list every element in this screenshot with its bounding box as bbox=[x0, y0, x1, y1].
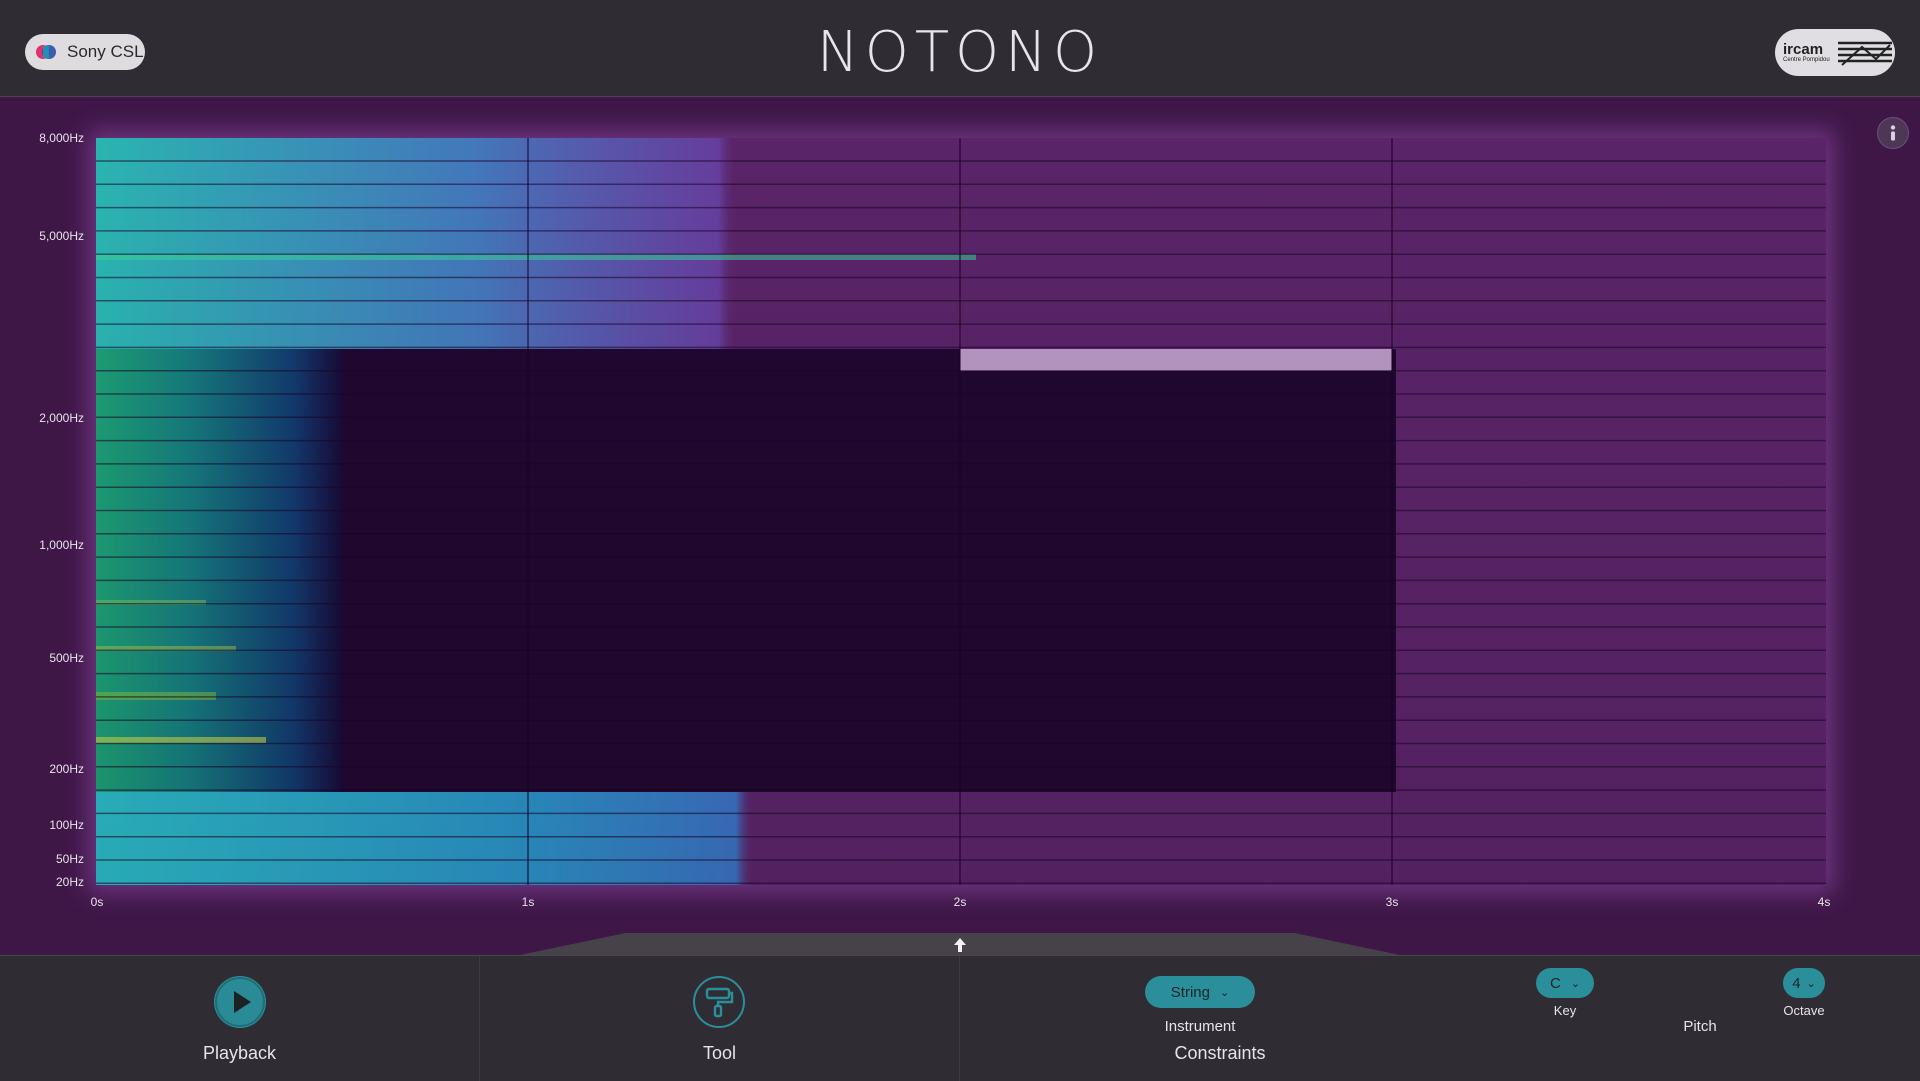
freq-label-1000: 1,000Hz bbox=[39, 538, 84, 552]
info-icon[interactable] bbox=[1877, 117, 1909, 149]
playback-label: Playback bbox=[0, 1043, 479, 1064]
play-button[interactable] bbox=[214, 976, 266, 1028]
info-glyph-icon bbox=[1886, 124, 1900, 142]
pitch-label: Pitch bbox=[1650, 1018, 1750, 1035]
spectrogram-canvas[interactable] bbox=[96, 138, 1826, 885]
play-icon bbox=[214, 976, 266, 1028]
app-title: NOTONO bbox=[0, 20, 1920, 85]
ircam-word: ircam bbox=[1783, 42, 1830, 57]
time-label-0s: 0s bbox=[91, 895, 104, 909]
spectrogram-area: 8,000Hz 5,000Hz 2,000Hz 1,000Hz 500Hz 20… bbox=[0, 97, 1920, 955]
chevron-down-icon: ⌄ bbox=[1220, 986, 1229, 999]
freq-label-8000: 8,000Hz bbox=[39, 131, 84, 145]
paint-roller-icon bbox=[701, 984, 737, 1020]
constraints-label: Constraints bbox=[960, 1043, 1480, 1064]
octave-value: 4 bbox=[1792, 975, 1800, 992]
constraints-panel: String ⌄ Instrument C ⌄ Key Pitch 4 ⌄ Oc… bbox=[960, 956, 1920, 1081]
key-label: Key bbox=[1536, 1003, 1594, 1018]
arrow-up-icon[interactable] bbox=[950, 935, 970, 955]
playback-panel: Playback bbox=[0, 956, 480, 1081]
instrument-select[interactable]: String ⌄ bbox=[1145, 976, 1255, 1008]
freq-label-20: 20Hz bbox=[56, 875, 84, 889]
freq-label-200: 200Hz bbox=[49, 762, 84, 776]
time-label-3s: 3s bbox=[1386, 895, 1399, 909]
key-select[interactable]: C ⌄ bbox=[1536, 968, 1594, 998]
instrument-label: Instrument bbox=[1145, 1018, 1255, 1035]
time-label-2s: 2s bbox=[954, 895, 967, 909]
time-label-1s: 1s bbox=[522, 895, 535, 909]
octave-label: Octave bbox=[1769, 1003, 1839, 1018]
tool-button[interactable] bbox=[693, 976, 745, 1028]
tool-panel: Tool bbox=[480, 956, 960, 1081]
centre-pompidou-logo-icon bbox=[1836, 38, 1894, 68]
ircam-subtitle: Centre Pompidou bbox=[1783, 57, 1830, 63]
freq-label-50: 50Hz bbox=[56, 852, 84, 866]
octave-select[interactable]: 4 ⌄ bbox=[1783, 968, 1825, 998]
freq-label-5000: 5,000Hz bbox=[39, 229, 84, 243]
freq-label-2000: 2,000Hz bbox=[39, 411, 84, 425]
time-label-4s: 4s bbox=[1818, 895, 1831, 909]
ircam-logo-text: ircam Centre Pompidou bbox=[1783, 42, 1830, 63]
instrument-value: String bbox=[1171, 984, 1210, 1001]
ircam-logo-link[interactable]: ircam Centre Pompidou bbox=[1775, 29, 1895, 76]
chevron-down-icon: ⌄ bbox=[1807, 977, 1816, 990]
freq-label-500: 500Hz bbox=[49, 651, 84, 665]
control-bar: Playback Tool String ⌄ Instrument C ⌄ Ke… bbox=[0, 955, 1920, 1081]
app-header: Sony CSL NOTONO ircam Centre Pompidou bbox=[0, 0, 1920, 97]
chevron-down-icon: ⌄ bbox=[1571, 977, 1580, 990]
key-value: C bbox=[1550, 975, 1561, 992]
tool-label: Tool bbox=[480, 1043, 959, 1064]
freq-label-100: 100Hz bbox=[49, 818, 84, 832]
